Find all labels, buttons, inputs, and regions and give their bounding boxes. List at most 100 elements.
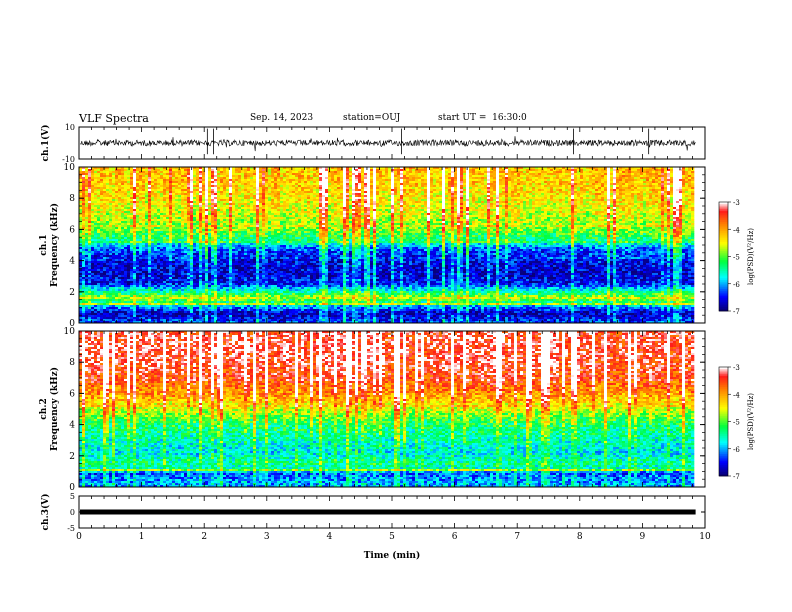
spectrogram-cell	[112, 319, 115, 321]
spectrogram-cell	[112, 273, 115, 275]
spectrogram-cell	[241, 173, 244, 175]
spectrogram-cell	[88, 309, 91, 311]
spectrogram-cell	[148, 255, 151, 257]
spectrogram-cell	[193, 261, 196, 263]
spectrogram-cell	[235, 315, 238, 317]
spectrogram-cell	[97, 193, 100, 195]
spectrogram-cell	[265, 267, 268, 269]
spectrogram-cell	[211, 171, 214, 173]
spectrogram-cell	[151, 259, 154, 261]
spectrogram-cell	[187, 295, 190, 297]
spectrogram-cell	[100, 231, 103, 233]
spectrogram-cell	[136, 171, 139, 173]
spectrogram-cell	[121, 309, 124, 311]
spectrogram-cell	[103, 225, 106, 227]
spectrogram-cell	[100, 223, 103, 225]
spectrogram-cell	[121, 197, 124, 199]
spectrogram-cell	[100, 285, 103, 287]
spectrogram-cell	[103, 191, 106, 193]
spectrogram-cell	[142, 287, 145, 289]
spectrogram-cell	[118, 295, 121, 297]
spectrogram-cell	[175, 233, 178, 235]
spectrogram-cell	[205, 315, 208, 317]
spectrogram-cell	[154, 315, 157, 317]
spectrogram-cell	[235, 241, 238, 243]
spectrogram-cell	[88, 195, 91, 197]
spectrogram-cell	[250, 169, 253, 171]
spectrogram-cell	[148, 307, 151, 309]
spectrogram-cell	[133, 197, 136, 199]
spectrogram-cell	[229, 279, 232, 281]
spectrogram-cell	[238, 301, 241, 303]
spectrogram-cell	[268, 231, 271, 233]
spectrogram-cell	[148, 195, 151, 197]
spectrogram-cell	[91, 247, 94, 249]
spectrogram-cell	[145, 179, 148, 181]
spectrogram-cell	[91, 217, 94, 219]
spectrogram-cell	[88, 291, 91, 293]
spectrogram-cell	[136, 299, 139, 301]
spectrogram-cell	[103, 215, 106, 217]
spectrogram-cell	[259, 287, 262, 289]
spectrogram-cell	[235, 211, 238, 213]
spectrogram-cell	[208, 309, 211, 311]
spectrogram-cell	[205, 195, 208, 197]
spectrogram-cell	[127, 219, 130, 221]
spectrogram-cell	[88, 249, 91, 251]
spectrogram-cell	[253, 279, 256, 281]
spectrogram-cell	[247, 191, 250, 193]
spectrogram-cell	[253, 203, 256, 205]
spectrogram-cell	[238, 187, 241, 189]
spectrogram-cell	[187, 305, 190, 307]
spectrogram-cell	[199, 273, 202, 275]
spectrogram-cell	[241, 273, 244, 275]
spectrogram-cell	[196, 225, 199, 227]
spectrogram-cell	[160, 211, 163, 213]
spectrogram-cell	[130, 293, 133, 295]
spectrogram-cell	[214, 307, 217, 309]
spectrogram-cell	[259, 247, 262, 249]
spectrogram-cell	[217, 181, 220, 183]
waveform-ch3: 50-5ch.3(V)	[40, 492, 705, 533]
spectrogram-cell	[190, 189, 193, 191]
spectrogram-cell	[103, 287, 106, 289]
spectrogram-cell	[262, 271, 265, 273]
spectrogram-cell	[151, 227, 154, 229]
spectrogram-cell	[160, 253, 163, 255]
spectrogram-cell	[97, 205, 100, 207]
spectrogram-cell	[205, 267, 208, 269]
spectrogram-cell	[166, 255, 169, 257]
spectrogram-cell	[256, 209, 259, 211]
spectrogram-cell	[268, 237, 271, 239]
spectrogram-cell	[127, 313, 130, 315]
spectrogram-cell	[238, 189, 241, 191]
spectrogram-cell	[241, 195, 244, 197]
spectrogram-cell	[82, 235, 85, 237]
spectrogram-cell	[172, 307, 175, 309]
spectrogram-cell	[163, 295, 166, 297]
spectrogram-cell	[169, 299, 172, 301]
spectrogram-cell	[256, 217, 259, 219]
spectrogram-cell	[196, 247, 199, 249]
spectrogram-cell	[256, 317, 259, 319]
spectrogram-cell	[199, 185, 202, 187]
spectrogram-cell	[85, 263, 88, 265]
spectrogram-cell	[169, 275, 172, 277]
spectrogram-cell	[259, 225, 262, 227]
spectrogram-cell	[181, 295, 184, 297]
spectrogram-cell	[142, 235, 145, 237]
spectrogram-cell	[145, 285, 148, 287]
spectrogram-cell	[106, 231, 109, 233]
y-tick-label: 10	[65, 123, 75, 132]
spectrogram-cell	[100, 207, 103, 209]
spectrogram-cell	[163, 199, 166, 201]
spectrogram-cell	[181, 175, 184, 177]
spectrogram-cell	[184, 267, 187, 269]
spectrogram-cell	[232, 213, 235, 215]
spectrogram-cell	[166, 249, 169, 251]
spectrogram-cell	[172, 205, 175, 207]
spectrogram-cell	[250, 305, 253, 307]
spectrogram-cell	[181, 183, 184, 185]
spectrogram-cell	[82, 237, 85, 239]
spectrogram-cell	[166, 285, 169, 287]
